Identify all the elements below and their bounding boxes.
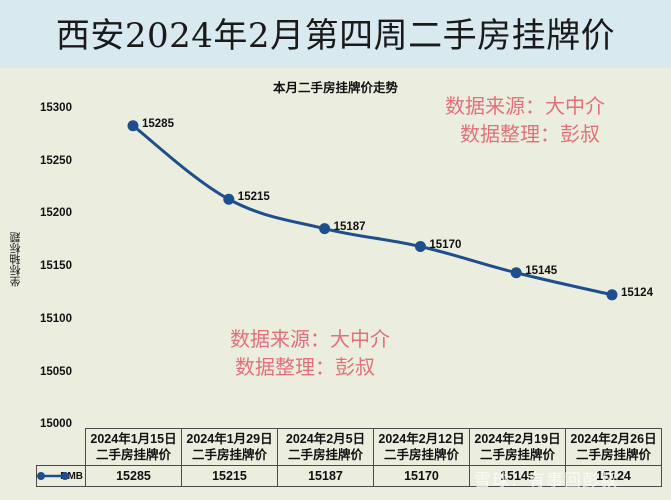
table-header: 2024年1月15日 二手房挂牌价 <box>85 428 182 466</box>
watermark-line: 数据整理：彭叔 <box>460 122 600 146</box>
y-tick: 15100 <box>40 313 72 325</box>
watermark-line: 数据整理：彭叔 <box>235 355 375 379</box>
data-label: 15285 <box>142 117 174 130</box>
data-label: 15145 <box>525 264 558 277</box>
table-corner <box>37 429 86 466</box>
y-tick: 15250 <box>40 155 72 167</box>
data-point-marker <box>510 267 522 279</box>
watermark-mid: 数据来源：大中介 数据整理：彭叔 <box>205 325 415 381</box>
data-point-marker <box>319 223 331 235</box>
chart-title: 本月二手房挂牌价走势 <box>272 80 398 95</box>
table-cell: 15170 <box>373 465 470 487</box>
table-header: 2024年1月29日 二手房挂牌价 <box>181 428 278 466</box>
data-point-marker <box>127 120 139 132</box>
y-tick: 15050 <box>40 366 72 378</box>
table-header: 2024年2月26日 二手房挂牌价 <box>565 428 662 466</box>
table-header: 2024年2月5日 二手房挂牌价 <box>277 428 374 466</box>
footer-watermark: 雪球：有事回彭叔 <box>474 471 618 491</box>
data-label: 15124 <box>621 286 653 299</box>
data-point-marker <box>223 193 235 205</box>
table-cell: 15145 <box>469 465 566 487</box>
table-cell: 15285 <box>85 465 182 487</box>
table-header: 2024年2月12日 二手房挂牌价 <box>373 428 470 466</box>
table-cell: 15187 <box>277 465 374 487</box>
table-header: 2024年2月19日 二手房挂牌价 <box>469 428 566 466</box>
watermark-line: 数据来源：大中介 <box>230 327 390 351</box>
page-title: 西安2024年2月第四周二手房挂牌价 <box>55 16 616 56</box>
data-label: 15187 <box>333 220 366 233</box>
y-tick: 15150 <box>40 260 72 272</box>
table-cell: 15215 <box>181 465 278 487</box>
title-band: 西安2024年2月第四周二手房挂牌价 <box>0 0 671 68</box>
data-label: 15170 <box>429 238 462 251</box>
y-tick: 15200 <box>40 207 72 219</box>
data-point-marker <box>606 289 618 301</box>
data-label: 15215 <box>237 191 270 204</box>
legend-line-marker-icon <box>37 472 69 480</box>
legend-key: RMB <box>36 465 86 487</box>
data-table: 2024年1月15日 二手房挂牌价 2024年1月29日 二手房挂牌价 2024年2… <box>36 428 662 487</box>
watermark-top: 数据来源：大中介 数据整理：彭叔 <box>420 92 630 148</box>
watermark-line: 数据来源：大中介 <box>445 94 605 118</box>
y-tick: 15300 <box>40 102 72 114</box>
y-tick: 15000 <box>40 418 72 430</box>
data-point-marker <box>414 241 426 252</box>
legend-label: RMB <box>60 470 83 482</box>
table-cell: 15124 <box>565 465 662 487</box>
